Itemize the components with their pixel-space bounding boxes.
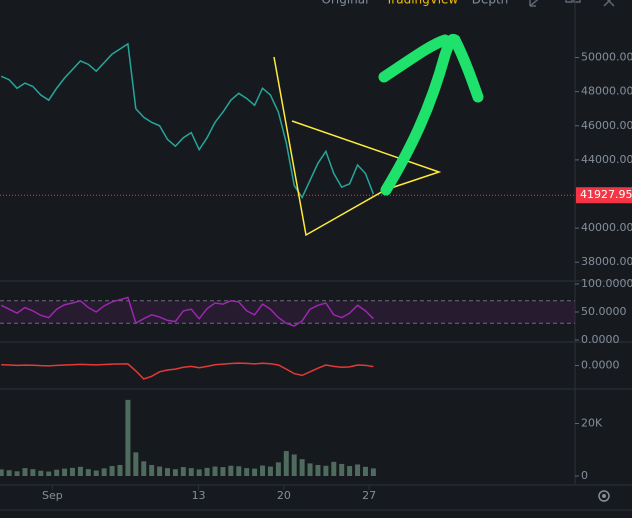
y-tick-label: 0.0000 — [581, 359, 620, 372]
volume-bar — [212, 466, 218, 476]
volume-bar — [307, 463, 313, 476]
y-tick-label: 38000.00 — [581, 255, 632, 268]
x-tick-label: 20 — [277, 489, 291, 502]
series-line — [0, 296, 374, 327]
expand-icon[interactable] — [529, 0, 542, 7]
volume-bar — [315, 464, 321, 476]
volume-bar — [109, 466, 115, 476]
rsi-band-fill — [0, 300, 575, 324]
y-tick-label: 20K — [581, 417, 603, 430]
volume-bar — [6, 470, 12, 476]
volume-bar — [339, 463, 345, 476]
y-tick-label: 100.0000 — [581, 277, 632, 290]
volume-bar — [101, 468, 107, 476]
y-tick-label: 48000.00 — [581, 85, 632, 98]
series-line — [0, 42, 375, 199]
y-tick-label: 40000.00 — [581, 221, 632, 234]
volume-bar — [117, 464, 123, 476]
volume-bar — [157, 466, 163, 476]
volume-bar — [149, 464, 155, 476]
last-price-label: 41927.95 — [580, 188, 632, 201]
volume-bar — [362, 466, 368, 476]
volume-bar — [283, 451, 289, 476]
layout-icon[interactable] — [573, 0, 581, 3]
series-line — [1, 362, 374, 380]
toolbar: Original TradingView Depth — [322, 0, 509, 7]
layout-icon[interactable] — [565, 0, 573, 3]
volume-bar — [291, 454, 297, 476]
volume-bar — [46, 471, 52, 476]
volume-bar — [252, 468, 258, 476]
volume-bar — [370, 468, 376, 476]
toolbar-icons — [529, 0, 615, 7]
volume-bar — [54, 469, 60, 476]
volume-bar — [355, 464, 361, 476]
volume-bar — [228, 465, 234, 476]
volume-bar — [172, 469, 178, 476]
volume-bar — [0, 469, 4, 476]
volume-bar — [165, 468, 171, 476]
volume-bar — [220, 467, 226, 476]
tab[interactable]: TradingView — [385, 0, 459, 7]
tab[interactable]: Depth — [472, 0, 509, 7]
volume-bar — [180, 467, 186, 476]
y-tick-label: 46000.00 — [581, 119, 632, 132]
volume-bar — [85, 469, 91, 476]
last-price-box — [576, 187, 632, 204]
y-tick-label: 0 — [581, 469, 588, 482]
volume-bar — [323, 465, 329, 476]
volume-bar — [93, 470, 99, 476]
volume-bar — [188, 468, 194, 476]
volume-bar — [331, 461, 337, 476]
x-tick-label: Sep — [42, 489, 63, 502]
volume-bar — [14, 471, 20, 476]
drawings — [273, 33, 484, 237]
y-tick-label: 0.0000 — [581, 333, 620, 346]
plot: Sep 13 20 27 38000.00 40000.00 44000.00 46000.0… — [0, 42, 632, 502]
x-tick-label: 13 — [192, 489, 206, 502]
volume-bar — [244, 468, 250, 476]
volume-bar — [38, 470, 44, 476]
settings-icon[interactable] — [598, 490, 610, 502]
volume-bar — [260, 465, 266, 476]
volume-bar — [196, 469, 202, 476]
volume-bar — [267, 466, 273, 476]
volume-bar — [141, 461, 147, 476]
volume-bar — [30, 469, 36, 476]
volume-bar — [347, 466, 353, 476]
volume-bar — [22, 468, 28, 476]
volume-bar — [299, 459, 305, 476]
volume-bar — [77, 466, 83, 476]
y-tick-label: 50000.00 — [581, 51, 632, 64]
y-tick-label: 44000.00 — [581, 153, 632, 166]
volume-bar — [69, 467, 75, 476]
close-icon[interactable] — [603, 0, 615, 7]
volume-bar — [204, 467, 210, 476]
arrow-drawing — [378, 33, 484, 196]
volume-bar — [236, 466, 242, 476]
volume-bar — [133, 452, 139, 476]
y-tick-label: 50.0000 — [581, 305, 627, 318]
volume-bar — [62, 468, 68, 476]
volume-bar — [275, 462, 281, 476]
x-tick-label: 27 — [362, 489, 376, 502]
tab[interactable]: Original — [322, 0, 369, 7]
volume-bar — [125, 399, 131, 476]
